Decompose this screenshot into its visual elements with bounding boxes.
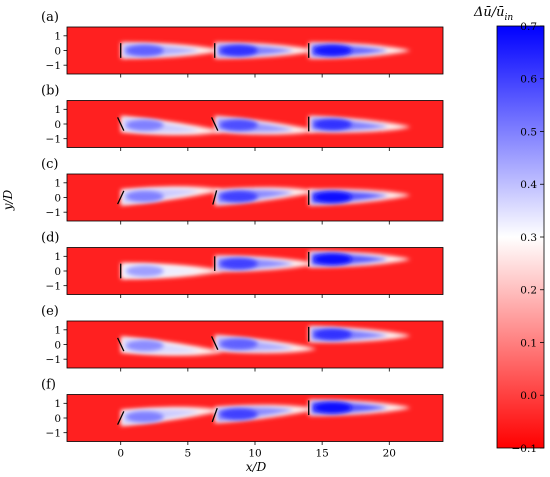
colorbar-tick-label: 0.1 xyxy=(520,337,537,349)
panel-2: (c) 1 0 −1 xyxy=(41,157,444,225)
turbine-rotor xyxy=(117,337,125,352)
y-tick-label: 0 xyxy=(54,339,61,351)
y-tick-label: 1 xyxy=(54,398,61,410)
y-tick-label: −1 xyxy=(46,133,61,145)
turbine-rotor xyxy=(211,117,219,131)
turbine-rotor xyxy=(117,117,125,131)
y-tick-label: 1 xyxy=(54,178,61,190)
y-tick-label: 0 xyxy=(54,413,61,425)
wake-peak xyxy=(220,44,258,57)
wake-peak xyxy=(220,258,258,270)
x-tick-label: 10 xyxy=(248,448,261,460)
colorbar-tick-label: 0.4 xyxy=(520,179,537,191)
wake-field xyxy=(120,42,411,59)
y-tick-label: −1 xyxy=(46,280,61,292)
wake-peak xyxy=(126,265,164,277)
colorbar-tick-label: 0.6 xyxy=(520,74,537,86)
colorbar-gradient xyxy=(496,25,545,449)
colorbar-label-sub: in xyxy=(505,13,514,23)
colorbar-ticks: 0.7 0.6 0.5 0.4 0.3 0.2 0.1 0.0 −0.1 xyxy=(512,21,544,455)
wake-peak xyxy=(314,253,352,265)
colorbar-label: Δū/ūin xyxy=(473,5,513,23)
wake-peak xyxy=(314,118,352,131)
panel-label: (a) xyxy=(41,10,59,25)
y-tick-label: 1 xyxy=(54,104,61,116)
wake-field xyxy=(120,326,411,356)
wake-peak xyxy=(314,191,352,203)
wake-field xyxy=(120,115,411,136)
y-tick-label: 0 xyxy=(54,119,61,131)
panel-label: (d) xyxy=(41,231,59,246)
panels-group: (a)10−1(b)10−1(c)10−1(d)10−1(e)10−1(f)10… xyxy=(41,10,444,460)
turbine-rotor xyxy=(211,336,219,350)
y-tick-label: 1 xyxy=(54,31,61,43)
wake-peak xyxy=(314,402,352,414)
colorbar-tick-label: −0.1 xyxy=(512,443,538,455)
turbine-rotor xyxy=(117,411,125,425)
wake-peak xyxy=(126,340,164,352)
x-tick-label: 20 xyxy=(383,448,396,460)
x-tick-label: 0 xyxy=(117,448,124,460)
wake-field xyxy=(120,186,411,206)
y-tick-label: 1 xyxy=(54,251,61,263)
turbine-rotor xyxy=(117,190,125,205)
y-axis-label: y/D xyxy=(1,189,15,211)
x-axis-label: x/D xyxy=(246,460,267,474)
wake-peak xyxy=(126,411,164,423)
colorbar-tick-label: 0.2 xyxy=(520,285,537,297)
colorbar-label-main: Δū/ū xyxy=(473,5,505,20)
panel-1: (b) 1 0 −1 xyxy=(41,84,444,151)
colorbar-tick-label: 0.7 xyxy=(520,21,537,33)
panel-0: (a) 1 0 −1 xyxy=(41,10,444,78)
panel-label: (f) xyxy=(41,378,56,393)
wake-field xyxy=(120,399,411,427)
y-tick-label: 0 xyxy=(54,45,61,57)
x-tick-label: 5 xyxy=(185,448,192,460)
y-tick-label: −1 xyxy=(46,427,61,439)
y-tick-label: −1 xyxy=(46,354,61,366)
turbine-rotor xyxy=(211,407,218,423)
wake-field xyxy=(120,251,411,280)
wake-peak xyxy=(220,338,258,350)
panel-label: (e) xyxy=(41,304,59,319)
colorbar-tick-label: 0.5 xyxy=(520,126,537,138)
wake-peak xyxy=(126,119,164,131)
wake-peak xyxy=(126,44,164,57)
y-tick-label: −1 xyxy=(46,207,61,219)
y-tick-label: 1 xyxy=(54,325,61,337)
y-tick-label: −1 xyxy=(46,60,61,72)
panel-label: (b) xyxy=(41,84,59,99)
wake-peak xyxy=(220,119,258,131)
panel-label: (c) xyxy=(41,157,58,172)
turbine-rotor xyxy=(212,190,218,205)
panel-5: (f)10−10 5 10 15 20 xyxy=(41,378,444,460)
wake-peak xyxy=(220,408,258,420)
wake-peak xyxy=(126,190,164,202)
colorbar: 0.7 0.6 0.5 0.4 0.3 0.2 0.1 0.0 −0.1 Δū/ūin xyxy=(473,5,545,455)
axes-labels: x/D y/D xyxy=(1,189,267,474)
y-tick-label: 0 xyxy=(54,192,61,204)
colorbar-tick-label: 0.0 xyxy=(520,390,537,402)
panel-3: (d) 1 0 −1 xyxy=(41,231,444,298)
wake-peak xyxy=(220,191,258,203)
colorbar-tick-label: 0.3 xyxy=(520,232,537,244)
y-tick-label: 0 xyxy=(54,266,61,278)
panel-4: (e) 1 0 −1 xyxy=(41,304,444,372)
x-tick-label: 15 xyxy=(315,448,328,460)
wake-peak xyxy=(314,44,352,57)
wake-peak xyxy=(314,328,352,341)
